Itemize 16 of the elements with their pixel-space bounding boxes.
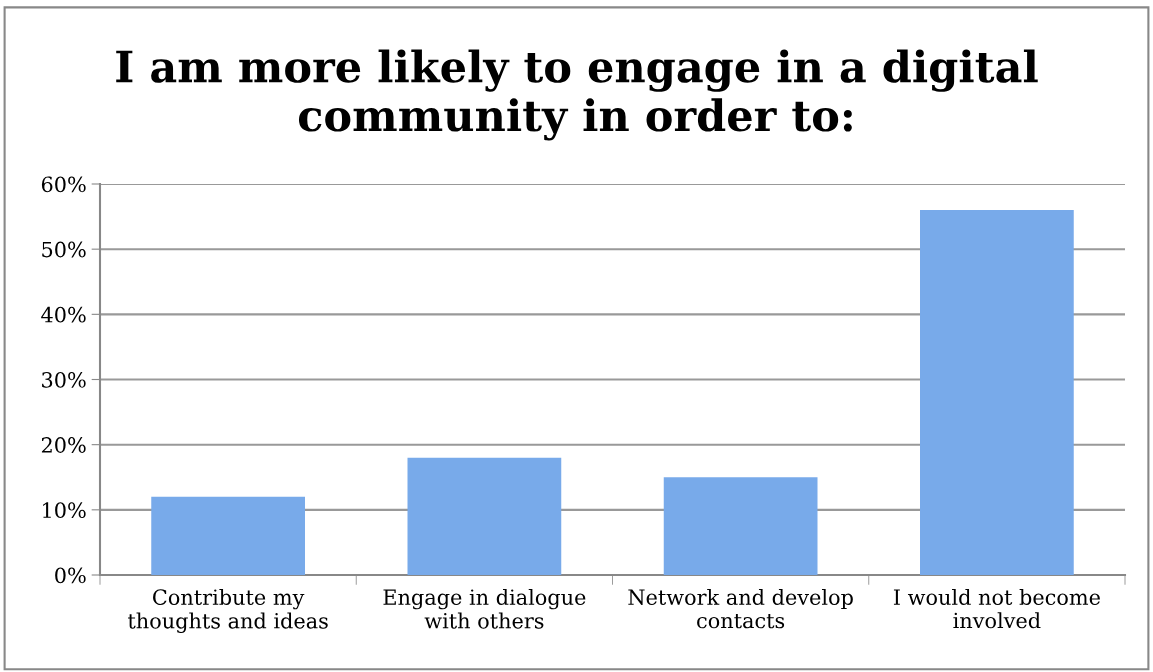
- y-tick-label: 30%: [42, 371, 86, 388]
- x-tick-label: Contribute my thoughts and ideas: [128, 588, 328, 633]
- bar: [407, 457, 562, 575]
- x-tick-label: Network and develop contacts: [628, 588, 853, 629]
- x-tick-label: Engage in dialogue with others: [383, 588, 586, 629]
- y-tick-label: 20%: [41, 437, 86, 453]
- y-tick-label: 10%: [43, 502, 86, 519]
- bar: [920, 210, 1074, 575]
- x-tick-label: I would not become involved: [893, 588, 1100, 629]
- y-tick-label: 50%: [42, 241, 86, 258]
- bar: [151, 496, 305, 575]
- chart-title: I am more likely to engage in a digital community in order to:: [116, 49, 1038, 141]
- y-tick-label: 40%: [41, 306, 86, 323]
- y-tick-label: 0%: [55, 567, 86, 584]
- bar: [663, 477, 818, 575]
- y-tick-label: 60%: [41, 176, 86, 193]
